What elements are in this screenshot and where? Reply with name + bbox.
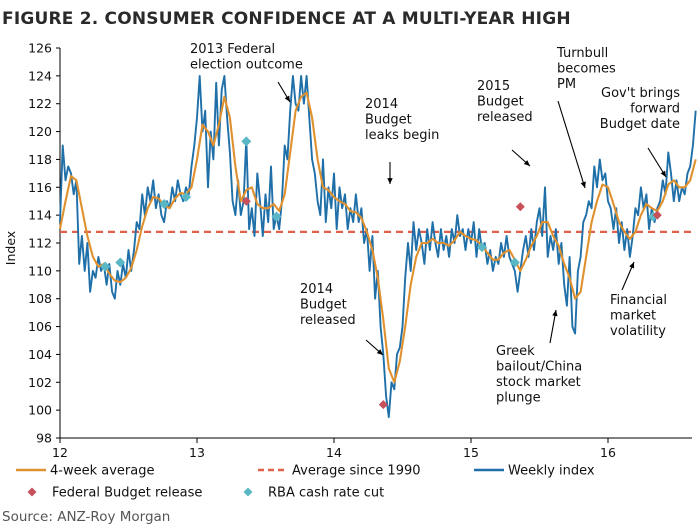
federal-budget-release-marker bbox=[515, 202, 525, 212]
y-tick-label: 106 bbox=[28, 319, 52, 334]
annotation-text: 2014 Budget leaks begin bbox=[365, 97, 439, 143]
y-tick-label: 116 bbox=[28, 180, 52, 195]
y-axis-label: Index bbox=[3, 231, 18, 265]
chart-title: FIGURE 2. CONSUMER CONFIDENCE AT A MULTI… bbox=[2, 9, 571, 29]
y-tick-label: 102 bbox=[28, 375, 52, 390]
x-tick-label: 15 bbox=[463, 445, 479, 460]
y-axis-ticks: 98 100 102 104 106 108 110 112 114 116 118 120 122 12… bbox=[28, 41, 60, 446]
annotation-line: Financial bbox=[610, 293, 667, 308]
annotation-line: bailout/China bbox=[496, 360, 582, 375]
annotation-text: 2015 Budget released bbox=[477, 79, 533, 125]
annotation-arrow-head bbox=[284, 95, 290, 102]
plot-axes bbox=[59, 48, 692, 439]
annotation-text: Turnbull becomes PM bbox=[556, 46, 616, 92]
annotation-line: forward bbox=[630, 102, 680, 117]
y-tick-label: 110 bbox=[28, 263, 52, 278]
federal-budget-release-marker bbox=[652, 210, 662, 220]
annotation-line: volatility bbox=[610, 324, 666, 339]
annotation-line: 2015 bbox=[477, 79, 510, 94]
rba-cash-rate-cut-marker bbox=[159, 199, 170, 209]
annotation-line: PM bbox=[557, 77, 576, 92]
legend-rba-cash-rate-cut-label: RBA cash rate cut bbox=[268, 486, 384, 501]
x-axis-ticks: 12 13 14 15 16 bbox=[52, 438, 616, 460]
rba-cash-rate-cut-marker bbox=[181, 192, 192, 203]
chart-legend: 4-week average Average since 1990 Weekly i… bbox=[16, 464, 595, 501]
y-tick-label: 118 bbox=[28, 152, 52, 167]
annotation-text: Gov't brings forward Budget date bbox=[600, 86, 680, 132]
legend-federal-budget-release-label: Federal Budget release bbox=[52, 486, 202, 501]
annotation-arrow-head bbox=[387, 178, 393, 184]
y-tick-label: 124 bbox=[28, 68, 52, 83]
annotation-line: Budget bbox=[365, 113, 412, 128]
y-tick-label: 122 bbox=[28, 96, 52, 111]
annotation-arrow-head bbox=[580, 181, 586, 188]
legend-federal-budget-release-swatch bbox=[27, 487, 37, 497]
weekly-index-line bbox=[59, 74, 697, 419]
annotation-line: market bbox=[610, 309, 656, 324]
rba-cash-rate-cut-marker bbox=[241, 136, 252, 147]
rba-cash-rate-cut-marker bbox=[476, 242, 487, 253]
annotation-line: leaks begin bbox=[365, 128, 439, 143]
y-tick-label: 104 bbox=[28, 347, 52, 362]
annotation-arrow-head bbox=[660, 170, 666, 177]
annotation-line: plunge bbox=[496, 391, 541, 406]
annotation-line: 2014 bbox=[365, 97, 398, 112]
annotation-line: Greek bbox=[496, 344, 535, 359]
annotation-line: becomes bbox=[557, 62, 616, 77]
rba-cash-rate-cut-marker bbox=[100, 261, 111, 272]
annotation-line: election outcome bbox=[190, 58, 303, 73]
data-markers bbox=[100, 136, 662, 410]
annotation-text: Greek bailout/China stock market plunge bbox=[496, 344, 582, 406]
annotation-arrow-head bbox=[523, 160, 530, 166]
annotation-text: 2014 Budget released bbox=[300, 282, 356, 328]
annotation-line: stock market bbox=[496, 375, 581, 390]
x-tick-label: 13 bbox=[189, 445, 205, 460]
x-tick-label: 16 bbox=[600, 445, 616, 460]
y-tick-label: 112 bbox=[28, 236, 52, 251]
y-tick-label: 114 bbox=[28, 208, 52, 223]
y-tick-label: 98 bbox=[36, 431, 52, 446]
annotation-line: Budget bbox=[300, 298, 347, 313]
annotation-line: Budget bbox=[477, 95, 524, 110]
y-tick-label: 108 bbox=[28, 291, 52, 306]
y-tick-label: 100 bbox=[28, 403, 52, 418]
legend-rba-cash-rate-cut-swatch bbox=[243, 487, 253, 497]
annotation-line: released bbox=[300, 313, 356, 328]
annotation-line: Turnbull bbox=[556, 46, 608, 61]
y-tick-label: 120 bbox=[28, 124, 52, 139]
rba-cash-rate-cut-marker bbox=[509, 257, 520, 268]
legend-average-since-1990-label: Average since 1990 bbox=[292, 464, 421, 479]
annotation-line: 2014 bbox=[300, 282, 333, 297]
source-note: Source: ANZ-Roy Morgan bbox=[2, 509, 170, 525]
rba-cash-rate-cut-marker bbox=[115, 257, 126, 268]
federal-budget-release-marker bbox=[378, 400, 388, 410]
annotation-line: Budget date bbox=[600, 117, 680, 132]
annotation-arrow-head bbox=[629, 262, 635, 269]
federal-budget-release-marker bbox=[241, 196, 251, 206]
legend-weekly-index-label: Weekly index bbox=[508, 464, 595, 479]
x-tick-label: 14 bbox=[326, 445, 342, 460]
annotation-arrow-head bbox=[552, 310, 558, 317]
legend-4-week-average-label: 4-week average bbox=[50, 464, 154, 479]
annotation-text: Financial market volatility bbox=[610, 293, 667, 339]
annotation-line: Gov't brings bbox=[601, 86, 680, 101]
annotation-line: released bbox=[477, 110, 533, 125]
x-tick-label: 12 bbox=[52, 445, 68, 460]
annotation-text: 2013 Federal election outcome bbox=[190, 42, 303, 73]
y-tick-label: 126 bbox=[28, 41, 52, 56]
annotation-arrow-shaft bbox=[557, 100, 586, 189]
rba-cash-rate-cut-marker bbox=[271, 211, 282, 222]
annotation-arrow-head bbox=[376, 349, 383, 355]
annotation-line: 2013 Federal bbox=[190, 42, 275, 57]
